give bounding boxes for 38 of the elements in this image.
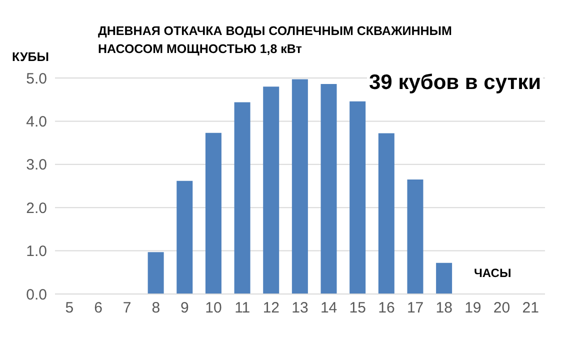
bar <box>320 84 337 294</box>
y-tick-label: 2.0 <box>26 200 47 217</box>
x-tick-label: 11 <box>234 300 250 317</box>
x-tick-label: 14 <box>320 300 338 317</box>
x-tick-label: 5 <box>65 300 74 317</box>
bar <box>292 79 308 294</box>
x-tick-label: 10 <box>205 300 222 317</box>
bar <box>234 102 250 294</box>
x-axis-title: ЧАСЫ <box>474 266 512 280</box>
bar <box>378 133 394 294</box>
x-tick-label: 20 <box>493 300 510 317</box>
y-tick-label: 4.0 <box>26 114 47 131</box>
bar <box>205 132 222 294</box>
y-tick-label: 0.0 <box>26 286 47 304</box>
x-tick-label: 19 <box>464 300 482 317</box>
x-tick-label: 8 <box>152 300 160 317</box>
x-tick-label: 21 <box>522 300 539 317</box>
x-tick-label: 13 <box>292 300 308 317</box>
x-tick-label: 18 <box>436 300 452 317</box>
y-tick-label: 5.0 <box>26 70 47 88</box>
bar <box>436 262 452 294</box>
x-tick-label: 6 <box>94 300 102 317</box>
x-tick-label: 16 <box>378 300 395 317</box>
x-tick-label: 7 <box>122 300 132 317</box>
y-tick-label: 1.0 <box>26 243 47 260</box>
chart-title: ДНЕВНАЯ ОТКАЧКА ВОДЫ СОЛНЕЧНЫМ СКВАЖИННЫМ НАСОСОМ МОЩНОСТЬЮ 1,8 кВт <box>98 23 453 58</box>
x-tick-label: 9 <box>180 300 189 317</box>
bar <box>350 101 366 294</box>
bar <box>176 180 193 294</box>
x-tick-label: 12 <box>262 300 280 317</box>
bar <box>407 180 424 294</box>
y-tick-label: 3.0 <box>26 156 47 174</box>
annotation: 39 кубов в сутки <box>367 70 543 96</box>
bar <box>263 86 280 294</box>
x-tick-label: 15 <box>349 300 366 317</box>
y-axis-title: КУБЫ <box>12 50 49 64</box>
bar <box>148 252 164 294</box>
x-tick-label: 17 <box>406 300 424 317</box>
